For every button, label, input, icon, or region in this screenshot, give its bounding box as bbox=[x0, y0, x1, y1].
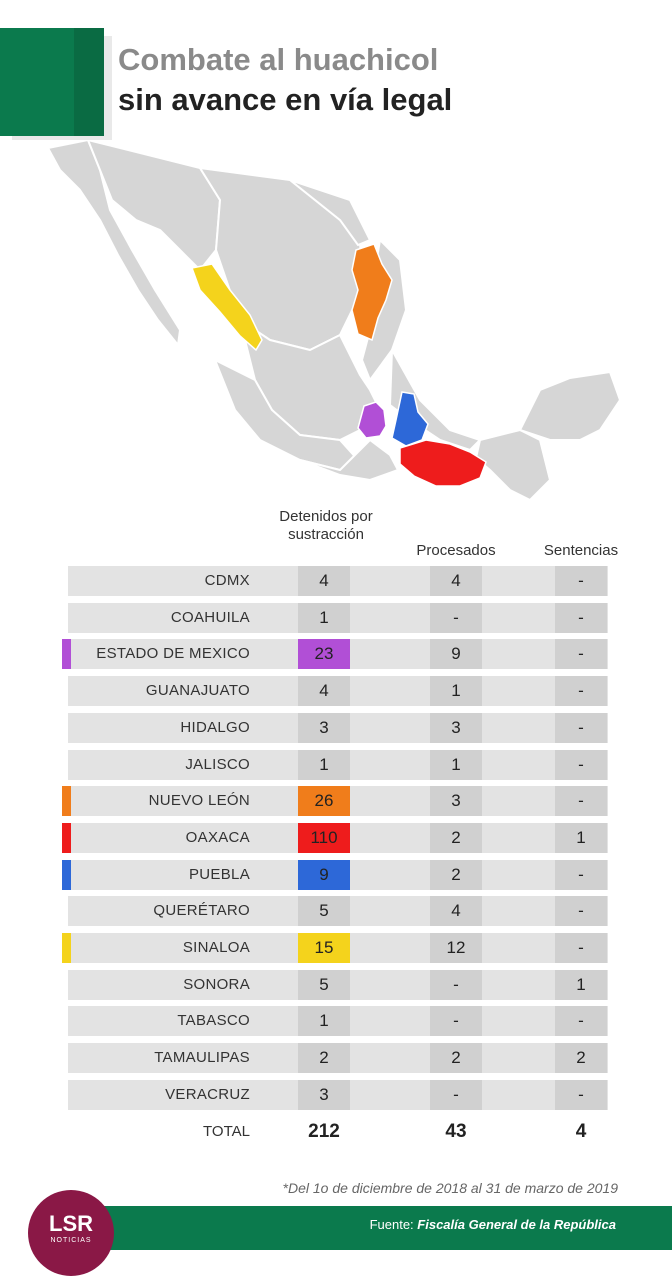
value-sentencias: - bbox=[555, 566, 607, 596]
value-detenidos: 5 bbox=[298, 896, 350, 926]
value-procesados: 2 bbox=[430, 823, 482, 853]
map-region-baja bbox=[47, 140, 181, 346]
value-sentencias: - bbox=[555, 1006, 607, 1036]
value-procesados: 9 bbox=[430, 639, 482, 669]
value-detenidos: 3 bbox=[298, 1080, 350, 1110]
value-procesados: - bbox=[430, 970, 482, 1000]
source-credit: Fuente: Fiscalía General de la República bbox=[370, 1217, 616, 1232]
state-name: SONORA bbox=[183, 976, 250, 993]
source-name: Fiscalía General de la República bbox=[417, 1217, 616, 1232]
map-region-guerrero bbox=[299, 439, 399, 481]
map-region-yucatan bbox=[519, 371, 621, 441]
value-sentencias: - bbox=[555, 639, 607, 669]
value-procesados: 3 bbox=[430, 786, 482, 816]
header-accent-bar bbox=[0, 28, 104, 136]
state-color-marker bbox=[62, 823, 71, 853]
value-detenidos: 5 bbox=[298, 970, 350, 1000]
state-name: SINALOA bbox=[182, 939, 250, 956]
value-sentencias: - bbox=[555, 676, 607, 706]
value-procesados: 4 bbox=[430, 896, 482, 926]
total-detenidos: 212 bbox=[308, 1121, 340, 1142]
date-range-note: *Del 1o de diciembre de 2018 al 31 de ma… bbox=[282, 1180, 618, 1196]
value-detenidos: 15 bbox=[298, 933, 350, 963]
value-sentencias: - bbox=[555, 750, 607, 780]
title-line-1: Combate al huachicol bbox=[118, 42, 439, 77]
value-detenidos: 9 bbox=[298, 860, 350, 890]
value-sentencias: 2 bbox=[555, 1043, 607, 1073]
total-sentencias: 4 bbox=[575, 1121, 587, 1142]
value-sentencias: - bbox=[555, 786, 607, 816]
value-procesados: 2 bbox=[430, 1043, 482, 1073]
value-detenidos: 1 bbox=[298, 750, 350, 780]
value-detenidos: 1 bbox=[298, 603, 350, 633]
state-name: CDMX bbox=[204, 572, 250, 589]
state-name: TABASCO bbox=[177, 1012, 250, 1029]
page-title: Combate al huachicol sin avance en vía l… bbox=[118, 40, 452, 120]
value-detenidos: 1 bbox=[298, 1006, 350, 1036]
state-color-marker bbox=[62, 639, 71, 669]
state-color-marker bbox=[62, 860, 71, 890]
state-name: COAHUILA bbox=[170, 609, 250, 626]
state-name: QUERÉTARO bbox=[153, 902, 250, 919]
total-procesados: 43 bbox=[445, 1121, 467, 1142]
state-name: ESTADO DE MEXICO bbox=[96, 645, 250, 662]
state-name: HIDALGO bbox=[180, 719, 250, 736]
state-name: NUEVO LEÓN bbox=[148, 792, 250, 809]
value-detenidos: 23 bbox=[298, 639, 350, 669]
map-state-edomex bbox=[357, 401, 387, 439]
state-color-marker bbox=[62, 933, 71, 963]
map-state-sinaloa bbox=[190, 263, 263, 352]
state-name: JALISCO bbox=[185, 756, 250, 773]
state-name: PUEBLA bbox=[189, 866, 250, 883]
column-header-sentencias: Sentencias bbox=[543, 542, 619, 559]
value-procesados: 3 bbox=[430, 713, 482, 743]
lsr-logo: LSR NOTICIAS bbox=[28, 1190, 114, 1276]
map-region-southeast bbox=[475, 429, 551, 501]
value-sentencias: - bbox=[555, 713, 607, 743]
state-name: GUANAJUATO bbox=[145, 682, 250, 699]
value-procesados: 1 bbox=[430, 750, 482, 780]
value-sentencias: 1 bbox=[555, 970, 607, 1000]
value-sentencias: - bbox=[555, 603, 607, 633]
value-sentencias: - bbox=[555, 860, 607, 890]
map-state-nuevo-leon bbox=[351, 243, 393, 342]
value-procesados: 4 bbox=[430, 566, 482, 596]
map-state-oaxaca bbox=[399, 439, 487, 487]
state-name: TAMAULIPAS bbox=[154, 1049, 250, 1066]
mexico-map bbox=[47, 140, 621, 501]
total-label: TOTAL bbox=[203, 1123, 250, 1140]
map-region-coahuila bbox=[289, 179, 371, 246]
logo-sub: NOTICIAS bbox=[50, 1237, 92, 1244]
value-sentencias: - bbox=[555, 1080, 607, 1110]
value-sentencias: - bbox=[555, 896, 607, 926]
value-detenidos: 4 bbox=[298, 566, 350, 596]
value-procesados: 12 bbox=[430, 933, 482, 963]
state-name: OAXACA bbox=[185, 829, 250, 846]
value-procesados: - bbox=[430, 1006, 482, 1036]
title-line-2: sin avance en vía legal bbox=[118, 82, 453, 117]
map-state-puebla bbox=[391, 391, 429, 447]
value-procesados: - bbox=[430, 1080, 482, 1110]
value-procesados: - bbox=[430, 603, 482, 633]
value-procesados: 1 bbox=[430, 676, 482, 706]
value-procesados: 2 bbox=[430, 860, 482, 890]
footer-bar bbox=[56, 1206, 672, 1250]
value-detenidos: 26 bbox=[298, 786, 350, 816]
value-sentencias: - bbox=[555, 933, 607, 963]
column-header-procesados: Procesados bbox=[416, 542, 496, 559]
logo-main: LSR bbox=[49, 1211, 93, 1236]
value-detenidos: 2 bbox=[298, 1043, 350, 1073]
state-color-marker bbox=[62, 786, 71, 816]
value-sentencias: 1 bbox=[555, 823, 607, 853]
state-name: VERACRUZ bbox=[165, 1086, 250, 1103]
value-detenidos: 110 bbox=[298, 823, 350, 853]
value-detenidos: 4 bbox=[298, 676, 350, 706]
value-detenidos: 3 bbox=[298, 713, 350, 743]
source-prefix: Fuente: bbox=[369, 1217, 414, 1232]
column-header-detenidos: Detenidos por sustracción bbox=[279, 508, 373, 543]
